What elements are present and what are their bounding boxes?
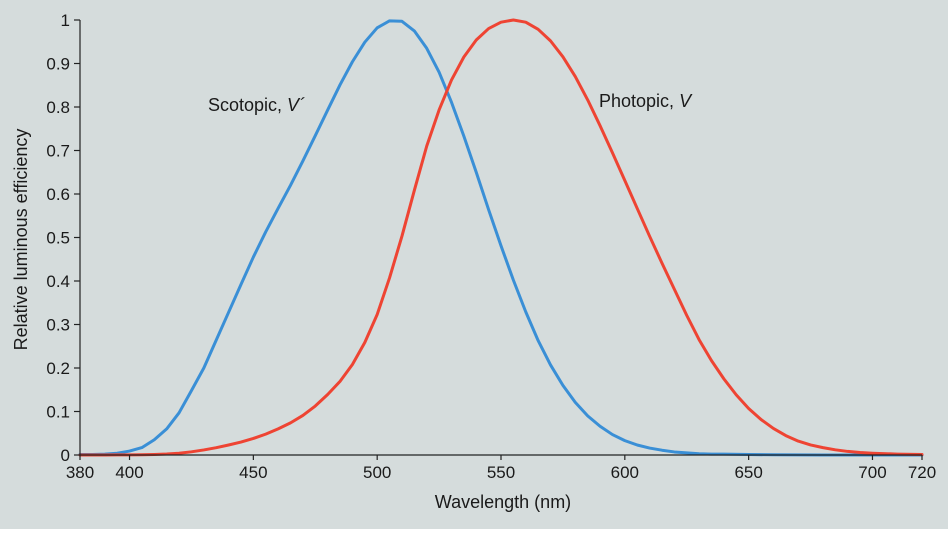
photopic-curve-label: Photopic, V [599, 91, 693, 111]
y-tick-label: 0.7 [46, 142, 70, 161]
x-tick-label: 700 [858, 463, 886, 482]
photopic-label-symbol: V [679, 91, 693, 111]
y-tick-label: 0.1 [46, 403, 70, 422]
photopic-curve [78, 18, 924, 457]
y-axis-title: Relative luminous efficiency [11, 129, 31, 351]
x-axis-title: Wavelength (nm) [435, 492, 571, 512]
scotopic-label-symbol: V´ [287, 95, 305, 115]
x-tick-label: 380 [66, 463, 94, 482]
y-tick-label: 0.2 [46, 359, 70, 378]
y-tick-label: 0.4 [46, 272, 70, 291]
x-tick-label: 600 [611, 463, 639, 482]
y-tick-label: 0.5 [46, 229, 70, 248]
photopic-label-text: Photopic, [599, 91, 679, 111]
x-tick-label: 650 [734, 463, 762, 482]
y-tick-label: 0.3 [46, 316, 70, 335]
y-tick-label: 0.9 [46, 55, 70, 74]
y-tick-label: 0.6 [46, 185, 70, 204]
y-tick-label: 1 [61, 11, 70, 30]
scotopic-curve [78, 19, 924, 457]
x-tick-label: 500 [363, 463, 391, 482]
scotopic-label-text: Scotopic, [208, 95, 287, 115]
scotopic-curve-label: Scotopic, V´ [208, 95, 305, 115]
y-tick-label: 0.8 [46, 98, 70, 117]
x-tick-label: 450 [239, 463, 267, 482]
axes-layer: 0 0.1 0.2 0.3 0.4 0.5 0.6 0.7 0.8 0.9 1 380 400 450 50… [46, 11, 936, 482]
x-tick-label: 720 [908, 463, 936, 482]
x-tick-label: 400 [115, 463, 143, 482]
series-layer [78, 18, 924, 457]
x-tick-label: 550 [487, 463, 515, 482]
y-tick-label: 0 [61, 446, 70, 465]
